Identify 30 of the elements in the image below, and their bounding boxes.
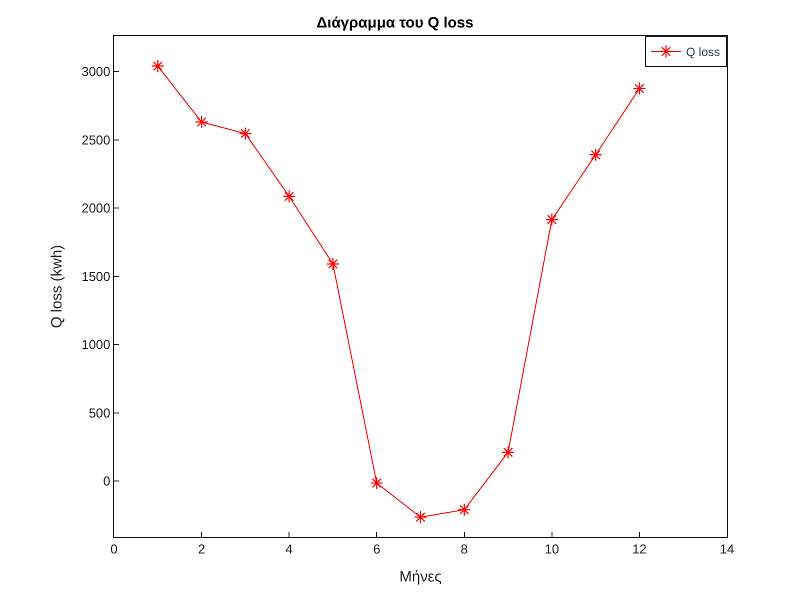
y-tick-label: 3000 [81, 64, 110, 80]
point [326, 257, 340, 271]
point [458, 503, 471, 516]
point [414, 510, 428, 524]
chart-title: Διάγραμμα του Q loss [316, 14, 474, 32]
x-tick-label: 12 [632, 542, 647, 557]
y-tick-label: 500 [88, 405, 110, 420]
y-tick-label: 1500 [81, 268, 110, 284]
point [501, 446, 515, 459]
y-tick-label: 2000 [81, 200, 110, 216]
y-tick-label: 2500 [81, 132, 110, 148]
x-tick-label: 2 [198, 542, 206, 557]
point [151, 59, 164, 73]
y-tick-label: 0 [103, 474, 110, 489]
y-tick-label: 1000 [81, 337, 110, 352]
point [632, 82, 646, 96]
y-axis-title: Q loss (kwh) [48, 244, 66, 328]
point [545, 213, 558, 226]
x-tick-label: 8 [460, 542, 468, 557]
legend-label: Q loss [686, 45, 720, 60]
point [194, 115, 208, 129]
x-tick-label: 10 [544, 542, 560, 557]
point [282, 190, 296, 203]
x-tick-label: 6 [373, 542, 380, 557]
point [589, 148, 602, 162]
x-tick-label: 4 [286, 542, 293, 557]
x-axis-title: Μήνες [399, 568, 442, 586]
point [370, 476, 384, 490]
x-tick-label: 14 [720, 542, 734, 557]
point [238, 127, 252, 140]
